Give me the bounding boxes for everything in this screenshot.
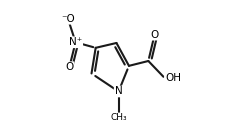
Text: O: O [150, 30, 158, 40]
Text: CH₃: CH₃ [110, 113, 126, 122]
Text: N: N [114, 87, 122, 96]
Text: OH: OH [164, 73, 180, 83]
Text: N⁺: N⁺ [69, 37, 82, 47]
Text: O: O [65, 62, 73, 72]
Text: ⁻O: ⁻O [61, 14, 74, 24]
